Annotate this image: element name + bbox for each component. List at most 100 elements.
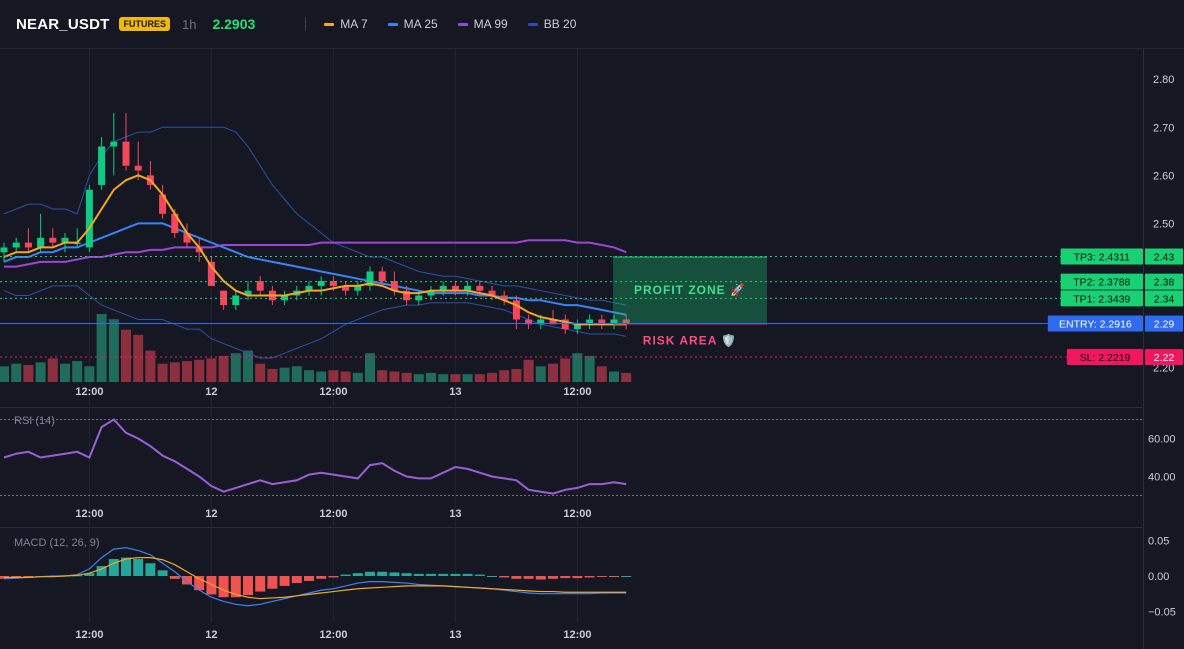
candle-body [98, 146, 106, 185]
volume-bar [340, 371, 351, 382]
candle-body [61, 237, 69, 243]
rsi-y-tick: 40.00 [1148, 472, 1176, 484]
volume-bar [584, 355, 595, 382]
macd-histogram-bar [365, 571, 375, 576]
macd-histogram-bar [560, 576, 571, 579]
candle-body [207, 261, 215, 286]
macd-y-tick: −0.05 [1148, 606, 1176, 618]
macd-y-tick: 0.00 [1148, 571, 1169, 583]
volume-bar [609, 371, 619, 382]
macd-histogram-bar [474, 574, 485, 576]
legend-bb20[interactable]: BB 20 [527, 17, 576, 31]
rsi-title: RSI (14) [14, 415, 55, 427]
volume-bar [133, 334, 144, 382]
macd-histogram-bar [523, 576, 534, 579]
x-tick-label: 13 [449, 629, 461, 641]
volume-bar [35, 362, 46, 382]
legend-ma25[interactable]: MA 25 [387, 17, 438, 31]
macd-histogram-bar [133, 559, 144, 576]
axis-price-tag-label: 2.29 [1154, 319, 1175, 331]
volume-bar [145, 350, 156, 382]
timeframe-label[interactable]: 1h [181, 16, 197, 32]
volume-bar [511, 368, 522, 382]
candle-body [537, 319, 545, 325]
header-separator [0, 48, 1184, 49]
level-tag[interactable] [1060, 273, 1143, 290]
macd-histogram-bar [121, 557, 131, 576]
macd-histogram-bar [255, 576, 266, 592]
candle-body [586, 319, 594, 325]
legend-ma7[interactable]: MA 7 [324, 17, 368, 31]
volume-bar [84, 366, 95, 382]
candle-body [500, 295, 508, 301]
legend-swatch-ma25 [387, 22, 398, 26]
candle-body [0, 247, 8, 253]
candle-body [451, 285, 459, 291]
x-tick-label: 12:00 [75, 386, 103, 398]
macd-histogram-bar [511, 576, 522, 579]
x-tick-label: 12:00 [75, 629, 103, 641]
symbol-name[interactable]: NEAR_USDT [16, 15, 110, 33]
bb-upper-line [3, 126, 627, 306]
rsi-line [3, 418, 627, 495]
macd-histogram-bar [450, 573, 461, 576]
candle-body [439, 285, 447, 291]
candle-body [134, 165, 142, 171]
x-tick-label: 12 [205, 629, 217, 641]
macd-histogram-bar [279, 576, 290, 586]
candle-body [171, 213, 179, 234]
macd-histogram-bar [316, 576, 327, 579]
macd-histogram-bar [413, 573, 424, 576]
macd-line [3, 547, 627, 607]
axis-price-tag-label: 2.22 [1154, 352, 1175, 364]
profit-zone-label: PROFIT ZONE 🚀 [634, 283, 746, 297]
macd-histogram-bar [438, 573, 449, 576]
candle-body [342, 285, 350, 291]
macd-histogram-bar [389, 572, 400, 576]
macd-histogram-bar [108, 559, 119, 576]
legend-label-ma25: MA 25 [403, 17, 438, 31]
macd-histogram-bar [596, 576, 607, 577]
macd-signal-line [4, 556, 627, 600]
macd-histogram-bar [609, 576, 619, 577]
level-tag[interactable] [1067, 349, 1143, 366]
macd-histogram-bar [572, 576, 583, 579]
level-tag[interactable] [1060, 248, 1143, 265]
axis-price-tag-label: 2.38 [1154, 277, 1175, 289]
x-tick-label: 12:00 [563, 508, 591, 520]
candle-body [403, 290, 411, 301]
volume-bar [291, 366, 302, 382]
price-axis-border [1143, 48, 1144, 649]
x-tick-label: 12:00 [563, 629, 591, 641]
candle-body [549, 319, 557, 325]
volume-bar [169, 362, 180, 382]
x-tick-label: 12 [205, 508, 217, 520]
x-tick-label: 12 [205, 386, 217, 398]
axis-price-tag [1145, 273, 1183, 290]
macd-histogram-bar [243, 576, 253, 596]
candle-body [37, 237, 45, 248]
axis-price-tag [1145, 290, 1183, 307]
volume-bar [47, 358, 58, 382]
volume-bar [0, 366, 9, 382]
volume-bar [621, 372, 632, 382]
candle-body [305, 285, 313, 291]
level-tag[interactable] [1047, 315, 1143, 332]
macd-histogram-bar [462, 573, 473, 576]
legend-ma99[interactable]: MA 99 [457, 17, 508, 31]
volume-bar [206, 358, 217, 382]
candle-body [24, 242, 32, 248]
axis-price-tag [1145, 248, 1183, 265]
macd-histogram-bar [218, 576, 229, 598]
macd-y-tick: 0.05 [1148, 536, 1169, 548]
level-tag[interactable] [1060, 290, 1143, 307]
candle-body [317, 281, 325, 286]
bb-lower-line [3, 285, 627, 359]
macd-histogram-bar [84, 573, 95, 576]
candle-body [488, 290, 496, 296]
macd-histogram-bar [487, 576, 497, 577]
volume-bar [413, 374, 424, 382]
rsi-y-tick: 60.00 [1148, 434, 1176, 446]
profit-zone[interactable] [613, 256, 767, 324]
